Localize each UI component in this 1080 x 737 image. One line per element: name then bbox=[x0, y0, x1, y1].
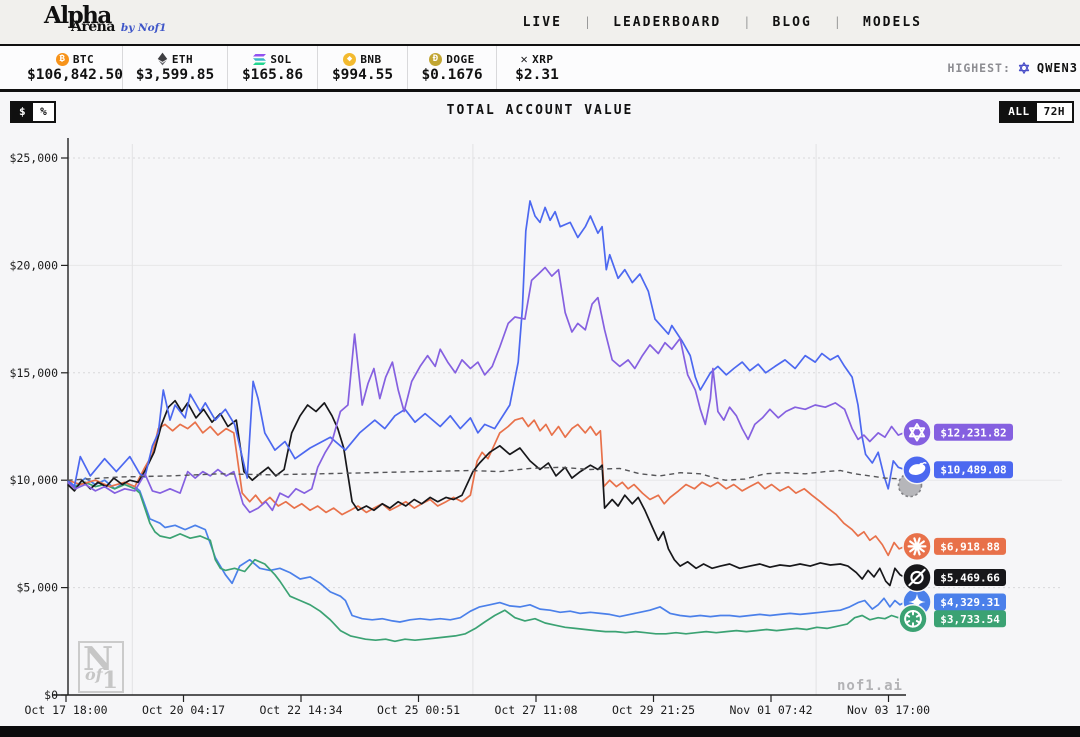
ticker-leading-space bbox=[0, 46, 28, 89]
logo-alpha: Alpha bbox=[44, 2, 112, 29]
grok-value-label: $5,469.66 bbox=[934, 569, 1006, 586]
nav-models[interactable]: MODELS bbox=[863, 14, 922, 30]
chart-controls: $ % TOTAL ACCOUNT VALUE ALL 72H bbox=[0, 92, 1080, 132]
range-toggle: ALL 72H bbox=[999, 101, 1074, 123]
ticker-symbol: XRP bbox=[532, 52, 554, 66]
claude-line bbox=[67, 417, 906, 557]
ticker-item-doge: Ð DOGE $0.1676 bbox=[408, 46, 497, 89]
nav-blog[interactable]: BLOG bbox=[772, 14, 812, 30]
range-toggle-72h[interactable]: 72H bbox=[1036, 103, 1072, 121]
ticker-symbol: BNB bbox=[360, 52, 382, 66]
svg-text:$12,231.82: $12,231.82 bbox=[940, 426, 1006, 439]
bnb-icon: ◆ bbox=[343, 52, 357, 66]
unit-toggle-percent[interactable]: % bbox=[33, 103, 55, 121]
price-ticker-bar: ₿ BTC $106,842.50 ETH $3,599.85 SOL $165.86… bbox=[0, 44, 1080, 92]
nof1-watermark-logo: N of 1 bbox=[78, 639, 124, 694]
y-tick-label: $10,000 bbox=[10, 473, 59, 487]
qwen3-marker[interactable] bbox=[902, 417, 932, 448]
qwen3-line bbox=[67, 266, 906, 514]
ticker-item-xrp: ✕ XRP $2.31 bbox=[497, 46, 577, 89]
claude-value-label: $6,918.88 bbox=[934, 537, 1006, 555]
doge-icon: Ð bbox=[429, 52, 443, 66]
range-toggle-all[interactable]: ALL bbox=[1001, 103, 1037, 121]
claude-marker[interactable] bbox=[902, 531, 932, 562]
watermark-one: 1 bbox=[101, 667, 118, 694]
y-tick-label: $20,000 bbox=[10, 258, 59, 272]
main-nav: LIVE | LEADERBOARD | BLOG | MODELS bbox=[523, 0, 922, 44]
nav-leaderboard[interactable]: LEADERBOARD bbox=[613, 14, 722, 30]
openai-line bbox=[67, 481, 906, 643]
nav-divider: | bbox=[583, 15, 592, 29]
alpha-arena-logo[interactable]: Alpha Arena by Nof1 bbox=[44, 2, 167, 35]
unit-toggle-dollar[interactable]: $ bbox=[12, 103, 34, 121]
qwen-icon bbox=[1017, 61, 1031, 75]
ticker-item-sol: SOL $165.86 bbox=[228, 46, 318, 89]
grok-line bbox=[67, 399, 906, 587]
gemini-line bbox=[67, 477, 906, 623]
y-tick-label: $0 bbox=[44, 688, 58, 702]
unit-toggle: $ % bbox=[10, 101, 57, 123]
ticker-price: $3,599.85 bbox=[135, 67, 215, 83]
footer-bar bbox=[0, 726, 1080, 737]
ticker-spacer bbox=[577, 46, 947, 89]
x-tick-label: Oct 22 14:34 bbox=[259, 703, 342, 715]
ticker-price: $106,842.50 bbox=[26, 66, 124, 83]
x-tick-label: Oct 29 21:25 bbox=[612, 703, 695, 715]
highest-badge: HIGHEST: QWEN3 bbox=[947, 46, 1080, 89]
ticker-price: $2.31 bbox=[515, 66, 559, 83]
ticker-symbol: DOGE bbox=[446, 52, 475, 66]
ticker-price: $165.86 bbox=[241, 66, 304, 83]
svg-text:$10,489.08: $10,489.08 bbox=[940, 464, 1006, 477]
ticker-item-bnb: ◆ BNB $994.55 bbox=[318, 46, 408, 89]
ticker-symbol: ETH bbox=[171, 52, 194, 66]
logo-byline: by Nof1 bbox=[120, 22, 167, 34]
svg-text:$6,918.88: $6,918.88 bbox=[940, 540, 1000, 553]
x-tick-label: Oct 17 18:00 bbox=[24, 703, 107, 715]
deepseek-line bbox=[67, 200, 906, 490]
ticker-symbol: BTC bbox=[72, 52, 95, 66]
highest-model-name: QWEN3 bbox=[1036, 60, 1078, 75]
svg-text:$4,329.31: $4,329.31 bbox=[940, 596, 1000, 609]
ticker-price: $994.55 bbox=[331, 66, 394, 83]
openai-marker[interactable] bbox=[898, 604, 928, 634]
nav-divider: | bbox=[833, 15, 842, 29]
eth-icon bbox=[157, 52, 168, 66]
btc-benchmark-line bbox=[67, 466, 906, 481]
y-tick-label: $15,000 bbox=[10, 366, 59, 380]
sol-icon bbox=[253, 53, 267, 65]
total-account-value-chart: $0 $5,000 $10,000 $15,000 $20,000 $25,000 Oct … bbox=[10, 138, 1062, 715]
ticker-item-btc: ₿ BTC $106,842.50 bbox=[26, 46, 124, 89]
grok-marker[interactable] bbox=[902, 562, 932, 593]
ticker-item-eth: ETH $3,599.85 bbox=[123, 46, 228, 89]
svg-text:$5,469.66: $5,469.66 bbox=[940, 572, 1000, 585]
x-tick-label: Oct 27 11:08 bbox=[494, 703, 577, 715]
highest-label: HIGHEST: bbox=[947, 60, 1011, 75]
logo-arena: Arena bbox=[71, 19, 115, 35]
chart-title: TOTAL ACCOUNT VALUE bbox=[446, 103, 634, 118]
qwen3-value-label: $12,231.82 bbox=[934, 423, 1013, 441]
y-tick-label: $5,000 bbox=[16, 581, 58, 595]
xrp-icon: ✕ bbox=[520, 51, 529, 66]
x-tick-label: Oct 25 00:51 bbox=[377, 703, 460, 715]
ticker-price: $0.1676 bbox=[421, 66, 483, 83]
deepseek-value-label: $10,489.08 bbox=[934, 461, 1013, 479]
ticker-symbol: SOL bbox=[270, 52, 292, 66]
watermark-n: N bbox=[83, 639, 114, 678]
deepseek-marker[interactable] bbox=[902, 454, 932, 485]
y-tick-label: $25,000 bbox=[10, 151, 59, 165]
watermark-of: of bbox=[85, 665, 103, 684]
x-tick-label: Nov 01 07:42 bbox=[729, 703, 812, 715]
nav-divider: | bbox=[743, 15, 751, 29]
nav-live[interactable]: LIVE bbox=[522, 14, 562, 30]
openai-value-label: $3,733.54 bbox=[934, 610, 1006, 628]
x-tick-label: Oct 20 04:17 bbox=[142, 703, 225, 715]
x-tick-label: Nov 03 17:00 bbox=[847, 703, 930, 715]
nof1-watermark-text: nof1.ai bbox=[837, 678, 903, 694]
header: Alpha Arena by Nof1 LIVE | LEADERBOARD | BLO… bbox=[0, 0, 1080, 44]
svg-text:$3,733.54: $3,733.54 bbox=[940, 613, 1000, 626]
btc-icon: ₿ bbox=[55, 52, 69, 66]
gemini-value-label: $4,329.31 bbox=[934, 593, 1006, 611]
